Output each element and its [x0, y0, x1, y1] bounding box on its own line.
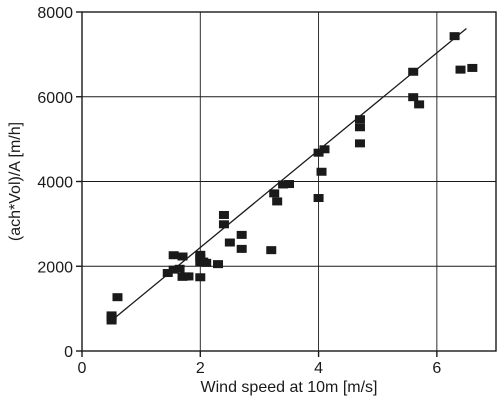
- data-point: [467, 63, 478, 72]
- tick-marks: [76, 11, 438, 357]
- data-point: [168, 265, 179, 274]
- data-points: [106, 32, 478, 325]
- data-point: [278, 180, 289, 189]
- data-point: [354, 115, 365, 124]
- plot-frame: [81, 11, 497, 352]
- data-point: [183, 272, 194, 281]
- data-point: [408, 93, 419, 102]
- data-point: [174, 264, 185, 273]
- y-axis-title: (ach*Vol)/A [m/h]: [7, 122, 24, 241]
- data-point: [224, 238, 235, 247]
- y-tick-label: 8000: [37, 5, 73, 22]
- data-point: [177, 252, 188, 261]
- data-point: [354, 139, 365, 148]
- y-tick-label: 2000: [37, 259, 73, 276]
- x-tick-label: 4: [314, 360, 323, 377]
- data-point: [266, 246, 277, 255]
- data-point: [213, 260, 224, 269]
- data-point: [269, 189, 280, 198]
- data-point: [162, 269, 173, 278]
- x-tick-label: 2: [196, 360, 205, 377]
- data-point: [195, 250, 206, 259]
- data-point: [112, 293, 123, 302]
- x-tick-label: 0: [78, 360, 87, 377]
- data-point: [316, 167, 327, 176]
- data-point: [272, 197, 283, 206]
- data-point: [455, 65, 466, 74]
- data-point: [284, 180, 294, 189]
- data-point: [218, 210, 229, 219]
- data-point: [168, 251, 179, 260]
- y-tick-labels: 0 2000 4000 6000 8000: [37, 5, 73, 361]
- y-tick-label: 6000: [37, 90, 73, 107]
- data-point: [354, 123, 365, 132]
- data-point: [201, 258, 212, 267]
- y-tick-label: 4000: [37, 175, 73, 192]
- y-tick-label: 0: [64, 344, 73, 361]
- data-point: [414, 100, 425, 109]
- data-point: [106, 311, 117, 320]
- data-point: [195, 273, 206, 282]
- data-point: [236, 244, 247, 253]
- data-point: [449, 32, 460, 41]
- data-point: [313, 148, 324, 157]
- x-axis-title: Wind speed at 10m [m/s]: [201, 379, 378, 396]
- data-point: [236, 230, 247, 239]
- data-point: [218, 220, 229, 229]
- data-point: [319, 145, 330, 154]
- x-tick-label: 6: [432, 360, 441, 377]
- data-point: [408, 67, 419, 76]
- x-tick-labels: 0 2 4 6: [78, 360, 442, 377]
- data-point: [313, 194, 324, 203]
